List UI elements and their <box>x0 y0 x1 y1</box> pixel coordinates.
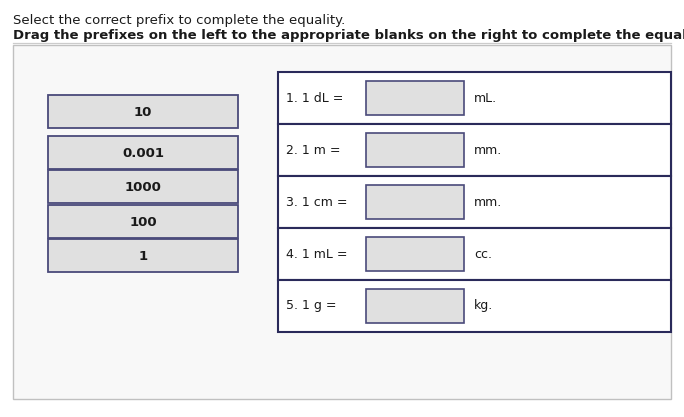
Text: 3. 1 cm =: 3. 1 cm = <box>286 196 347 208</box>
Bar <box>13 45 671 399</box>
Text: mm.: mm. <box>474 143 502 156</box>
Text: 5. 1 g =: 5. 1 g = <box>286 299 337 312</box>
Bar <box>48 136 238 169</box>
Text: kg.: kg. <box>474 299 493 312</box>
Text: 1000: 1000 <box>124 181 161 193</box>
Text: 1: 1 <box>138 249 148 262</box>
Text: Drag the prefixes on the left to the appropriate blanks on the right to complete: Drag the prefixes on the left to the app… <box>13 29 684 42</box>
Text: 4. 1 mL =: 4. 1 mL = <box>286 248 347 261</box>
Bar <box>366 133 464 167</box>
Bar <box>48 170 238 203</box>
Bar <box>278 124 671 176</box>
Bar <box>278 228 671 280</box>
Text: cc.: cc. <box>474 248 492 261</box>
Bar <box>48 205 238 238</box>
Bar <box>366 81 464 115</box>
Bar <box>278 176 671 228</box>
Bar <box>48 239 238 272</box>
Text: 10: 10 <box>134 106 152 118</box>
Bar <box>278 280 671 332</box>
Bar <box>278 72 671 124</box>
Bar <box>366 185 464 219</box>
Bar <box>366 289 464 323</box>
Text: 100: 100 <box>129 216 157 229</box>
Text: 2. 1 m =: 2. 1 m = <box>286 143 341 156</box>
Text: mL.: mL. <box>474 91 497 105</box>
Text: mm.: mm. <box>474 196 502 208</box>
Bar <box>366 237 464 271</box>
Text: 0.001: 0.001 <box>122 146 164 159</box>
Bar <box>48 95 238 128</box>
Text: 1. 1 dL =: 1. 1 dL = <box>286 91 343 105</box>
Text: Select the correct prefix to complete the equality.: Select the correct prefix to complete th… <box>13 14 345 27</box>
